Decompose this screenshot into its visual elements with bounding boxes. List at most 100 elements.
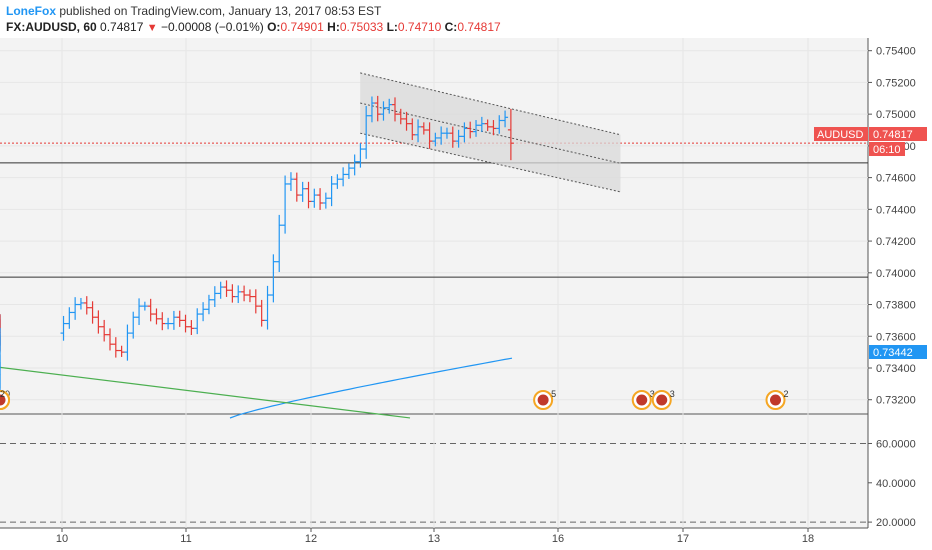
symbol-tag: AUDUSD (817, 129, 864, 141)
ohlc-bar (426, 122, 433, 149)
time-tick-label: 18 (802, 533, 814, 545)
time-tick-label: 12 (305, 533, 317, 545)
ohlc-bar (484, 119, 491, 132)
time-tick-label: 17 (677, 533, 689, 545)
price-tick-label: 0.73800 (876, 300, 916, 312)
ohlc-bar (83, 296, 90, 315)
ohlc-bar (252, 289, 259, 314)
published-text: published on TradingView.com, January 13… (56, 4, 382, 18)
ma-tag: 0.73442 (873, 347, 913, 359)
publish-info: LoneFox published on TradingView.com, Ja… (6, 4, 381, 18)
ohlc-bar (124, 324, 131, 361)
channel-lower-line (360, 132, 621, 193)
ohlc-bar (235, 285, 242, 304)
event-marker: 3 (631, 389, 655, 410)
parallel-channel[interactable] (360, 72, 621, 193)
close-label: C: (444, 20, 458, 34)
ohlc-bar (351, 154, 358, 176)
ohlc-bar (246, 289, 253, 303)
ohlc-bar (328, 176, 335, 207)
symbol-label: FX:AUDUSD, 60 (6, 20, 97, 34)
ohlc-bar (194, 308, 201, 335)
ohlc-bar (403, 111, 410, 131)
ohlc-bar (409, 118, 416, 141)
price-tick-label: 0.73200 (876, 395, 916, 407)
event-flag-inner (770, 394, 781, 406)
ohlc-bar (200, 302, 207, 322)
ohlc-bar (276, 214, 283, 273)
economic-events[interactable]: 10625332 (0, 389, 789, 410)
close-value: 0.74817 (457, 20, 501, 34)
ohlc-bar (77, 297, 84, 310)
ohlc-bar (478, 116, 485, 133)
ohlc-bar (72, 297, 79, 320)
ohlc-bar (334, 174, 341, 189)
event-count: 2 (784, 389, 789, 399)
price-tick-label: 0.75200 (876, 77, 916, 89)
price-tick-label: 0.75000 (876, 109, 916, 121)
open-value: 0.74901 (280, 20, 324, 34)
ohlc-bar (130, 311, 137, 339)
time-tick-label: 16 (552, 533, 564, 545)
ohlc-bar (101, 319, 108, 342)
trend-line (0, 366, 411, 419)
ohlc-bar (217, 281, 224, 299)
ohlc-bar (443, 127, 450, 139)
ohlc-bar (112, 337, 119, 358)
event-marker: 2 (0, 389, 10, 410)
ohlc-bar (223, 280, 230, 297)
ohlc-bar (293, 172, 300, 202)
ohlc-bar (317, 188, 324, 210)
ohlc-bar (455, 129, 462, 148)
ohlc-bar (490, 120, 497, 136)
ma-tag-bg (869, 345, 927, 359)
price-tick-label: 0.73600 (876, 331, 916, 343)
time-tick-label: 11 (180, 533, 191, 545)
chart-header: LoneFox published on TradingView.com, Ja… (0, 0, 932, 38)
high-value: 0.75033 (339, 20, 384, 34)
ohlc-bar (345, 163, 352, 179)
ohlc-bar (165, 317, 172, 330)
symbol-tag-bg (814, 127, 868, 141)
trading-chart[interactable]: 10625332 0.732000.734000.736000.738000.7… (0, 38, 932, 550)
price-tags: AUDUSD 0.74817 06:10 0.73442 (814, 127, 927, 359)
event-flag-inner (636, 394, 648, 406)
time-tick-label: 13 (428, 533, 440, 545)
author-link[interactable]: LoneFox (6, 4, 56, 18)
ohlc-bar (374, 95, 381, 122)
ohlc-bar (147, 298, 154, 322)
last-price-tag-bg (869, 127, 927, 141)
oscillator-tick-label: 40.0000 (876, 478, 916, 490)
event-marker: 2 (765, 389, 789, 410)
price-axis[interactable]: 0.73200 0.73400 0.73600 0.73800 0.74000 0.742… (868, 46, 916, 529)
ohlc-bar (258, 299, 265, 327)
ohlc-bar (159, 312, 166, 331)
ohlc-bar (502, 110, 509, 128)
high-label: H: (327, 20, 340, 34)
ohlc-bar (211, 286, 218, 308)
ohlc-bar (467, 121, 474, 139)
event-marker: 5 (533, 389, 556, 410)
time-tick-label: 10 (56, 533, 68, 545)
ohlc-bar (95, 310, 102, 334)
ohlc-bar (118, 345, 125, 357)
time-axis[interactable]: 10 11 12 13 16 17 18 (56, 528, 814, 545)
price-tick-label: 0.74600 (876, 173, 916, 185)
ohlc-bar (89, 301, 96, 324)
ohlc-bar (136, 298, 143, 325)
price-tick-label: 0.73400 (876, 363, 916, 375)
ohlc-bar (340, 167, 347, 187)
event-flag-inner (656, 394, 668, 406)
ohlc-bar (507, 108, 514, 161)
low-label: L: (386, 20, 398, 34)
ohlc-bar (299, 181, 306, 202)
ohlc-bar (380, 101, 387, 121)
price-change: −0.00008 (−0.01%) (161, 20, 264, 34)
ohlc-bar (391, 97, 398, 122)
ohlc-bar (170, 310, 177, 330)
ohlc-bar (386, 98, 393, 114)
ohlc-bar (176, 310, 183, 327)
ohlc-bar (397, 108, 404, 125)
ohlc-bar (282, 175, 289, 234)
ohlc-bar (449, 126, 456, 148)
